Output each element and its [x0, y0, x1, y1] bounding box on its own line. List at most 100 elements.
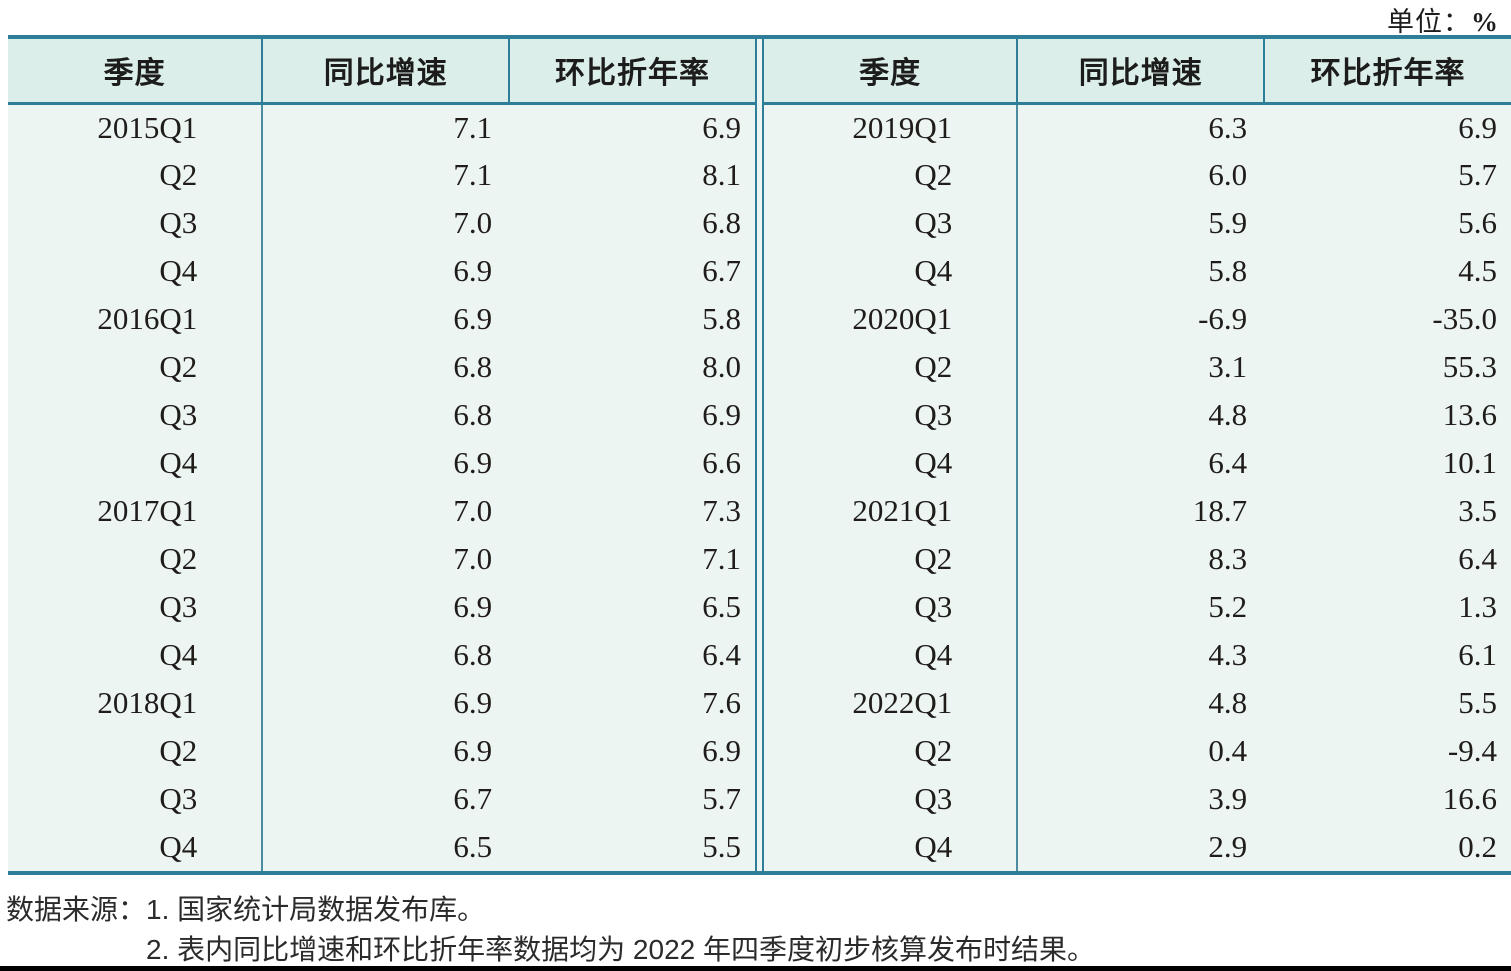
- table-row: 2021Q1 18.7 3.5: [763, 487, 1511, 535]
- qoq-value-cell: 13.6: [1264, 391, 1511, 439]
- qoq-value-cell: 5.5: [1264, 679, 1511, 727]
- yoy-value-cell: 7.1: [262, 151, 510, 199]
- qoq-value-cell: -35.0: [1264, 295, 1511, 343]
- yoy-value-cell: 7.0: [262, 199, 510, 247]
- quarter-cell: Q4: [8, 823, 264, 871]
- table-row: Q2 6.8 8.0: [8, 343, 756, 391]
- qoq-value-cell: -9.4: [1264, 727, 1511, 775]
- quarter-cell: Q4: [763, 823, 1019, 871]
- yoy-value-cell: 2.9: [1017, 823, 1265, 871]
- qoq-value-cell: 3.5: [1264, 487, 1511, 535]
- quarter-cell: Q3: [763, 199, 1019, 247]
- qoq-value-cell: 6.8: [509, 199, 756, 247]
- yoy-value-cell: 5.2: [1017, 583, 1265, 631]
- table-row: Q2 0.4 -9.4: [763, 727, 1511, 775]
- qoq-value-cell: 6.5: [509, 583, 756, 631]
- table-left-half: 季度 同比增速 环比折年率 2015Q1 7.1 6.9 Q2 7.1 8.1 Q3 7.0 6…: [8, 39, 757, 871]
- quarter-cell: Q3: [8, 775, 264, 823]
- quarter-cell: Q3: [8, 391, 264, 439]
- qoq-value-cell: 7.3: [509, 487, 756, 535]
- qoq-value-cell: 5.7: [509, 775, 756, 823]
- quarter-cell: Q4: [763, 631, 1019, 679]
- table-row: Q4 6.9 6.7: [8, 247, 756, 295]
- table-row: Q4 5.8 4.5: [763, 247, 1511, 295]
- quarter-cell: Q2: [8, 535, 264, 583]
- quarter-cell: Q2: [763, 343, 1019, 391]
- quarter-cell: Q4: [763, 247, 1019, 295]
- table-row: Q2 8.3 6.4: [763, 535, 1511, 583]
- qoq-value-cell: 5.5: [509, 823, 756, 871]
- quarter-cell: Q3: [8, 583, 264, 631]
- table-row: Q3 5.2 1.3: [763, 583, 1511, 631]
- yoy-value-cell: 5.9: [1017, 199, 1265, 247]
- table-row: Q2 6.9 6.9: [8, 727, 756, 775]
- qoq-value-cell: 6.7: [509, 247, 756, 295]
- table-row: Q3 6.7 5.7: [8, 775, 756, 823]
- qoq-value-cell: 6.4: [509, 631, 756, 679]
- yoy-value-cell: 0.4: [1017, 727, 1265, 775]
- qoq-value-cell: 5.8: [509, 295, 756, 343]
- unit-value: %: [1471, 7, 1499, 37]
- yoy-value-cell: 6.9: [262, 295, 510, 343]
- quarter-header: 季度: [8, 39, 263, 105]
- quarter-cell: Q3: [763, 391, 1019, 439]
- table-row: Q2 6.0 5.7: [763, 151, 1511, 199]
- table-row: Q4 6.5 5.5: [8, 823, 756, 871]
- quarter-cell: 2015Q1: [8, 103, 264, 151]
- quarter-cell: Q3: [763, 583, 1019, 631]
- qoq-value-cell: 8.1: [509, 151, 756, 199]
- quarter-cell: Q4: [763, 439, 1019, 487]
- qoq-value-cell: 8.0: [509, 343, 756, 391]
- unit-label: 单位：%: [1387, 0, 1499, 39]
- table-right-half: 季度 同比增速 环比折年率 2019Q1 6.3 6.9 Q2 6.0 5.7 Q3 5.9 5…: [762, 39, 1511, 871]
- table-row: Q3 7.0 6.8: [8, 199, 756, 247]
- quarter-cell: Q2: [763, 151, 1019, 199]
- yoy-value-cell: 6.9: [262, 583, 510, 631]
- yoy-value-cell: 6.0: [1017, 151, 1265, 199]
- gdp-growth-table: 季度 同比增速 环比折年率 2015Q1 7.1 6.9 Q2 7.1 8.1 Q3 7.0 6…: [8, 35, 1511, 875]
- qoq-value-cell: 6.9: [509, 391, 756, 439]
- quarter-cell: 2021Q1: [763, 487, 1019, 535]
- table-row: Q2 7.0 7.1: [8, 535, 756, 583]
- table-row: Q4 6.9 6.6: [8, 439, 756, 487]
- qoq-value-cell: 5.7: [1264, 151, 1511, 199]
- footnotes: 数据来源： 1. 国家统计局数据发布库。 2. 表内同比增速和环比折年率数据均为…: [6, 890, 1095, 970]
- table-row: 2022Q1 4.8 5.5: [763, 679, 1511, 727]
- table-row: Q4 2.9 0.2: [763, 823, 1511, 871]
- yoy-value-cell: 6.8: [262, 631, 510, 679]
- source-label: 数据来源：: [6, 894, 147, 925]
- table-row: 2019Q1 6.3 6.9: [763, 103, 1511, 151]
- qoq-value-cell: 6.6: [509, 439, 756, 487]
- qoq-value-cell: 5.6: [1264, 199, 1511, 247]
- quarter-cell: Q2: [8, 727, 264, 775]
- quarter-cell: 2017Q1: [8, 487, 264, 535]
- qoq-value-cell: 16.6: [1264, 775, 1511, 823]
- table-row: 2016Q1 6.9 5.8: [8, 295, 756, 343]
- yoy-value-cell: 4.8: [1017, 679, 1265, 727]
- yoy-value-cell: 7.1: [262, 103, 510, 151]
- qoq-header: 环比折年率: [1263, 39, 1511, 105]
- quarter-cell: 2019Q1: [763, 103, 1019, 151]
- quarter-cell: 2018Q1: [8, 679, 264, 727]
- table-row: Q3 6.8 6.9: [8, 391, 756, 439]
- qoq-value-cell: 6.1: [1264, 631, 1511, 679]
- qoq-value-cell: 55.3: [1264, 343, 1511, 391]
- quarter-cell: Q2: [763, 535, 1019, 583]
- table-row: Q3 4.8 13.6: [763, 391, 1511, 439]
- table-row: Q3 5.9 5.6: [763, 199, 1511, 247]
- table-row: Q2 7.1 8.1: [8, 151, 756, 199]
- qoq-value-cell: 7.6: [509, 679, 756, 727]
- header-row: 季度 同比增速 环比折年率: [8, 39, 756, 105]
- quarter-cell: 2022Q1: [763, 679, 1019, 727]
- qoq-value-cell: 10.1: [1264, 439, 1511, 487]
- quarter-cell: Q2: [8, 151, 264, 199]
- table-row: Q3 3.9 16.6: [763, 775, 1511, 823]
- quarter-cell: Q4: [8, 247, 264, 295]
- yoy-value-cell: 6.4: [1017, 439, 1265, 487]
- qoq-value-cell: 6.9: [1264, 103, 1511, 151]
- yoy-value-cell: -6.9: [1017, 295, 1265, 343]
- source-notes: 1. 国家统计局数据发布库。 2. 表内同比增速和环比折年率数据均为 2022 …: [146, 890, 1095, 970]
- yoy-value-cell: 18.7: [1017, 487, 1265, 535]
- yoy-value-cell: 6.5: [262, 823, 510, 871]
- table-row: Q4 4.3 6.1: [763, 631, 1511, 679]
